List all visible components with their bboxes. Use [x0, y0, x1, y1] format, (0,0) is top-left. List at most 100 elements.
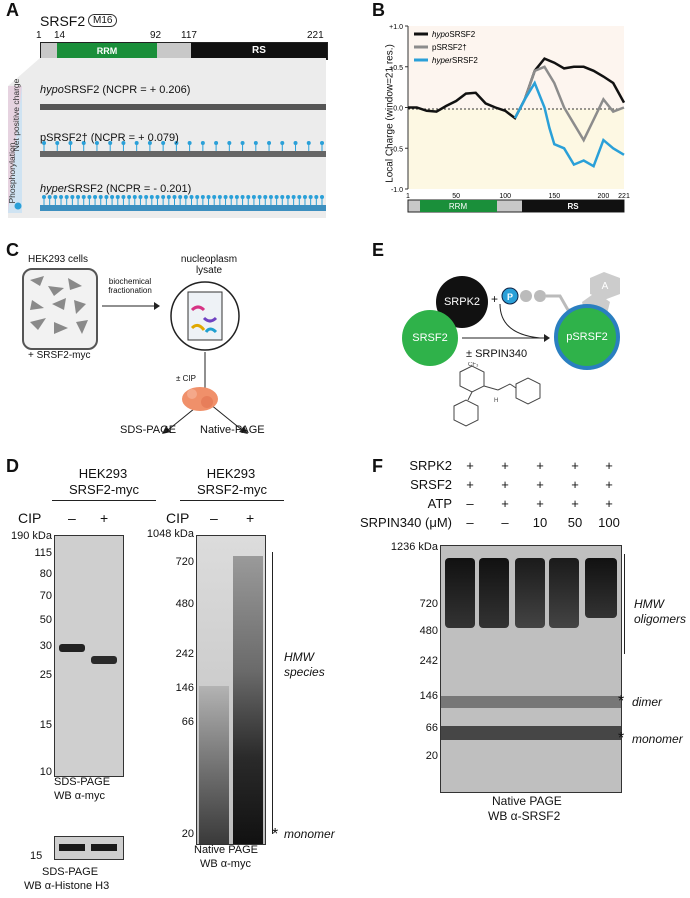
- rs-domain: RS: [191, 43, 327, 59]
- marker-label: 1236 kDa: [390, 541, 438, 553]
- f-cell: –: [466, 515, 474, 530]
- phospho-dot: [81, 195, 86, 199]
- phospho-dot: [200, 141, 205, 145]
- f-cell: +: [501, 477, 509, 492]
- f-cell: +: [605, 496, 613, 511]
- d-right-caption1: Native PAGE: [194, 844, 258, 856]
- f-cell: 10: [532, 515, 548, 530]
- rrm-domain: RRM: [57, 43, 157, 59]
- d-native-blot: [196, 535, 266, 845]
- b-rrm-label: RRM: [449, 202, 468, 211]
- h3-band-minus: [59, 844, 85, 851]
- panel-label-b: B: [372, 0, 385, 20]
- d-right-rule: [180, 500, 284, 501]
- x-tick-label: 1: [406, 193, 410, 200]
- marker-label: 70: [39, 590, 52, 602]
- phospho-dot: [87, 195, 92, 199]
- d-band-minus: [59, 644, 85, 652]
- phospho-dot: [147, 141, 152, 145]
- phospho-dot: [68, 141, 73, 145]
- marker-label: 66: [181, 716, 194, 728]
- b-ylabel: Local Charge (window=21 res.): [384, 44, 396, 183]
- f-monomer-star: *: [618, 730, 625, 747]
- f-dimer-star: *: [618, 693, 625, 710]
- phospho-dot: [240, 141, 245, 145]
- f-row-label: ATP: [427, 496, 452, 511]
- f-monomer-band: [441, 726, 621, 740]
- cip-enzyme-icon: [182, 387, 218, 411]
- negative-region: [408, 109, 624, 189]
- x-tick-label: 50: [452, 193, 460, 200]
- series-line-2: [513, 80, 625, 169]
- legend: hypoSRSF2 pSRSF2† hyperSRSF2: [414, 30, 478, 65]
- p-name: pSRSF2† (NCPR = + 0.079): [40, 132, 179, 144]
- marker-label: 146: [175, 682, 194, 694]
- phospho-dot: [115, 195, 120, 199]
- phospho-markers-hyper: [42, 195, 324, 205]
- marker-label: 30: [39, 640, 52, 652]
- d-monomer-label: monomer: [284, 827, 335, 841]
- d-left-caption3: SDS-PAGE: [42, 866, 99, 878]
- panel-label-a: A: [6, 0, 19, 20]
- d-sds-blot: [54, 535, 124, 777]
- f-caption1: Native PAGE: [492, 794, 562, 808]
- phospho-dot: [267, 141, 272, 145]
- position-117: 117: [181, 30, 197, 41]
- cip-label: ± CIP: [176, 374, 196, 383]
- phospho-dot: [121, 141, 126, 145]
- phospho-dot: [253, 141, 258, 145]
- srsf2-circle: SRSF2: [402, 310, 458, 366]
- phospho-dot: [149, 195, 154, 199]
- marker-label: 66: [425, 722, 438, 734]
- f-monomer-label: monomer: [632, 732, 683, 746]
- phospho-dot: [263, 195, 268, 199]
- m16-badge: M16: [88, 14, 118, 27]
- charge-chart: +1.0 +0.5 0.0 -0.5 -1.0 hypoSRSF2 pSRSF2† hype…: [389, 24, 630, 213]
- phospho-dot: [189, 195, 194, 199]
- d-left-rule: [52, 500, 156, 501]
- protein-name: SRSF2: [40, 13, 86, 29]
- cf3-label: CF₃: [468, 362, 479, 368]
- phospho-dot: [42, 195, 46, 199]
- phospho-dot: [161, 195, 166, 199]
- f-dimer-label: dimer: [632, 695, 663, 709]
- f-cell: +: [605, 458, 613, 473]
- position-221: 221: [307, 30, 324, 41]
- phospho-dot: [229, 195, 234, 199]
- phospho-dot: [251, 195, 256, 199]
- f-lane1-hmw: [445, 558, 475, 628]
- legend-label: hypoSRSF2: [432, 30, 476, 39]
- sds-page-label: SDS-PAGE: [120, 424, 177, 436]
- f-cell: +: [501, 458, 509, 473]
- panel-label-e: E: [372, 240, 385, 260]
- position-1: 1: [36, 30, 42, 41]
- phospho-dot: [59, 195, 64, 199]
- srpin340-structure: CF₃ H: [453, 362, 541, 427]
- phospho-dot: [104, 195, 109, 199]
- phospho-markers-p: [42, 141, 324, 151]
- position-92: 92: [150, 30, 162, 41]
- f-cell: 100: [598, 515, 620, 530]
- marker-label: 720: [175, 556, 194, 568]
- f-native-blot: [440, 545, 622, 793]
- phospho-dot: [206, 195, 211, 199]
- phospho-dot: [214, 141, 219, 145]
- f-hmw-label2: oligomers: [634, 612, 687, 626]
- y-ticks: +1.0 +0.5 0.0 -0.5 -1.0: [389, 24, 408, 194]
- phospho-dot: [155, 195, 160, 199]
- lysate-tube: [162, 281, 248, 434]
- phospho-dot: [274, 195, 279, 199]
- adenine-a: A: [602, 281, 609, 292]
- phospho-dot: [195, 195, 200, 199]
- d-hmw-label2: species: [284, 665, 325, 679]
- d-left-lane1: –: [68, 510, 76, 526]
- phospho-dot: [64, 195, 69, 199]
- f-row-label: SRSF2: [410, 477, 452, 492]
- d-left-title1: HEK293: [78, 466, 128, 481]
- phospho-dot: [53, 195, 58, 199]
- d-right-title1: HEK293: [206, 466, 256, 481]
- phospho-dot: [187, 141, 192, 145]
- marker-label: 50: [39, 614, 52, 626]
- f-cell: –: [466, 496, 474, 511]
- phospho-dot: [76, 195, 81, 199]
